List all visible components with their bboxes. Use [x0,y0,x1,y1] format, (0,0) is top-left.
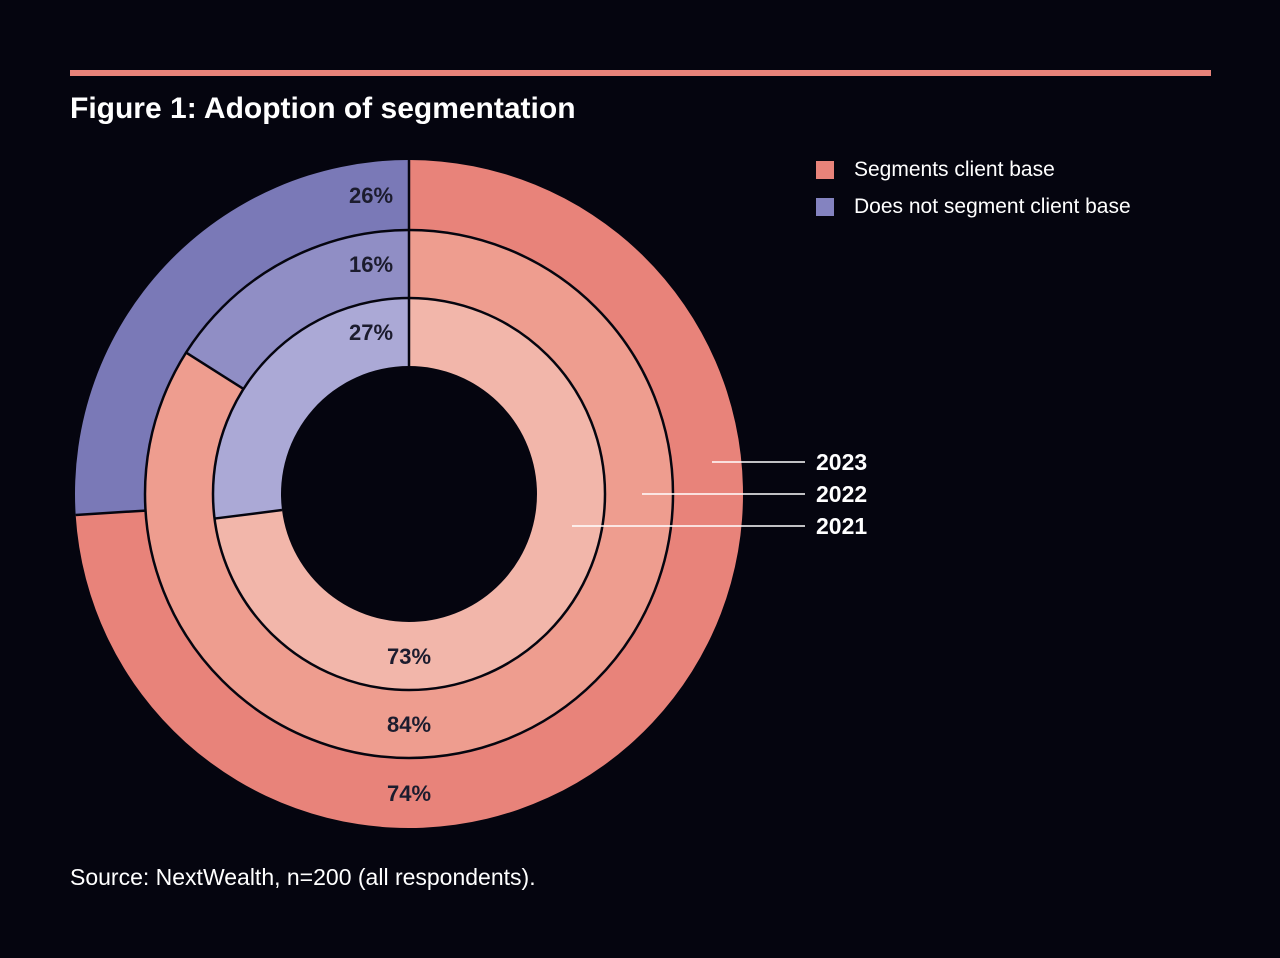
legend-swatch-not-segment [816,198,834,216]
slice-separator-2023 [75,509,146,517]
slice-separator-2021 [214,508,283,520]
year-label-2022: 2022 [816,481,867,507]
value-label-segments-2021: 73% [387,644,431,669]
value-label-segments-2023: 74% [387,781,431,806]
legend-label-segments: Segments client base [854,158,1055,181]
value-label-not-segment-2021: 27% [349,320,393,345]
chart-legend: Segments client base Does not segment cl… [816,156,1131,230]
value-label-segments-2022: 84% [387,712,431,737]
year-label-2023: 2023 [816,449,867,475]
legend-item-segments: Segments client base [816,156,1131,184]
slice-not-segment-2021 [213,298,409,519]
slice-not-segment-2023 [75,160,409,515]
legend-item-not-segment: Does not segment client base [816,193,1131,221]
slice-segments-2021 [214,298,606,690]
legend-swatch-segments [816,161,834,179]
top-accent-rule [70,70,1211,76]
source-note: Source: NextWealth, n=200 (all responden… [70,864,536,890]
slice-separator-2022 [185,351,245,391]
figure-title: Figure 1: Adoption of segmentation [70,92,576,125]
year-label-2021: 2021 [816,513,867,539]
slice-not-segment-2022 [186,230,409,389]
value-label-not-segment-2023: 26% [349,183,393,208]
value-label-not-segment-2022: 16% [349,252,393,277]
legend-label-not-segment: Does not segment client base [854,195,1131,218]
